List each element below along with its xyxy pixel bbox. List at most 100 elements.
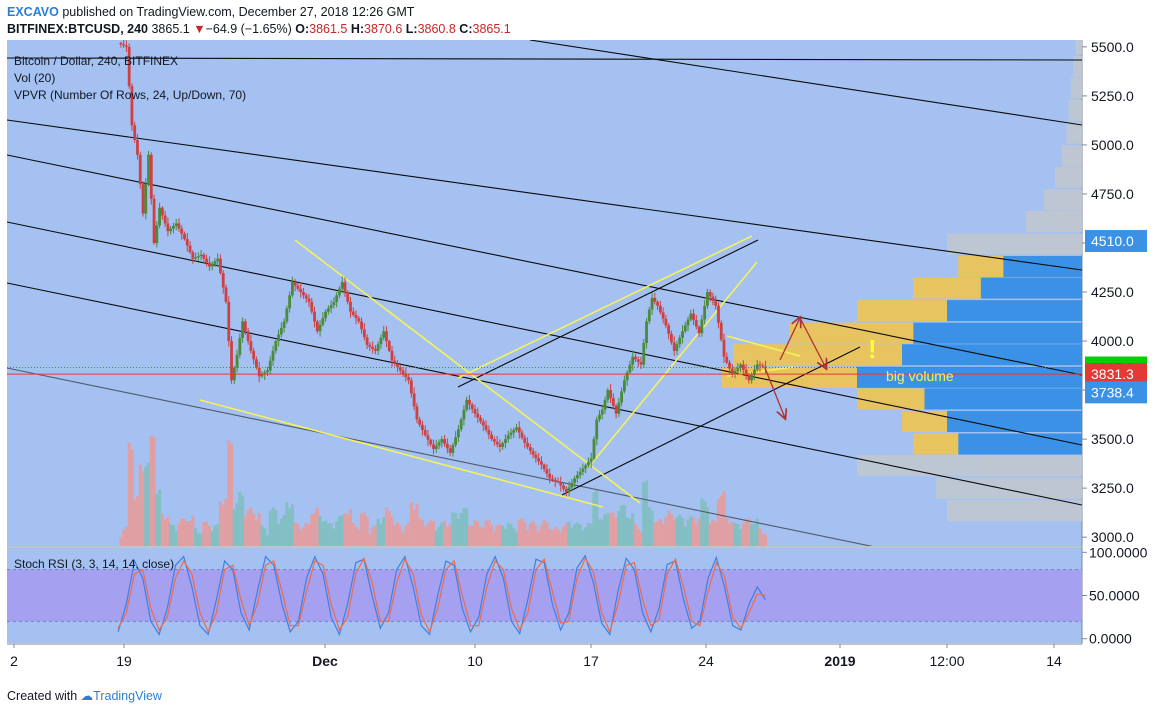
volume-bar [700,498,704,546]
volume-bar [622,505,626,546]
candle-body [349,301,352,312]
candle-body [631,356,635,365]
volume-bar [650,511,654,546]
volume-bar [249,507,253,546]
vpvr-down-row [1068,100,1073,122]
chart-svg[interactable]: ! big volume 3000.0 3250.0 3500.0 4000.0 425… [0,39,1171,680]
volume-bar [747,518,751,546]
close-label: C: [459,22,473,36]
volume-bar [351,522,355,546]
volume-bar [752,524,757,546]
volume-bar [553,527,557,546]
vpvr-up-row [947,410,1082,432]
stoch-rsi-lines [7,554,1082,637]
volume-bar [716,499,721,546]
volume-bar [539,525,543,546]
volume-bar [415,503,419,546]
volume-bar [254,520,259,546]
volume-bar [498,524,502,546]
main-series-legend[interactable]: Bitcoin / Dollar, 240, BITFINEX [14,54,178,68]
chart-area[interactable]: ! big volume 3000.0 3250.0 3500.0 4000.0 425… [0,39,1171,680]
candle-body [556,480,560,483]
volume-bar [462,508,466,546]
vpvr-legend[interactable]: VPVR (Number Of Rows, 24, Up/Down, 70) [14,88,246,102]
volume-bar [398,525,402,546]
channel-lines [7,40,1082,546]
author-name[interactable]: EXCAVO [7,5,59,19]
candle-body [409,380,413,394]
candle-body [764,366,767,368]
volume-legend[interactable]: Vol (20) [14,71,55,85]
volume-bar [119,537,123,546]
candle-body [515,427,518,430]
volume-bar [689,516,693,546]
volume-bar [127,442,131,546]
volume-bar [312,512,317,546]
price-tick-label: 3250.0 [1091,480,1134,496]
volume-bar [354,527,358,546]
arrow-down-icon [764,367,785,418]
volume-bar [199,533,203,546]
tradingview-brand[interactable]: TradingView [93,689,162,703]
candle-body [523,437,527,444]
volume-bar [678,515,682,546]
candle-body [706,292,709,306]
candle-body [454,437,458,445]
volume-bar [584,527,588,546]
tradingview-logo-icon[interactable]: ☁ [80,689,94,703]
volume-bar [260,525,264,546]
trend-line [726,335,801,357]
candle-body [614,405,618,414]
volume-bar [122,530,126,546]
trend-line [294,239,641,504]
volume-bar [744,518,748,546]
volume-bar [633,524,638,546]
stoch-legend[interactable]: Stoch RSI (3, 3, 14, 14, close) [14,557,174,571]
volume-bar [141,471,145,546]
volume-bar [337,515,342,546]
exclamation-mark: ! [868,334,877,364]
candle-body [445,443,449,449]
vpvr-down-row [902,410,947,432]
volume-bar [642,481,646,546]
candle-body [670,333,673,343]
candle-body [611,397,615,406]
candle-body [329,305,333,309]
candle-body [708,292,712,297]
price-badge [1085,230,1147,253]
volume-bar [332,528,336,546]
volume-bar [227,440,231,546]
vpvr-down-row [857,388,925,410]
volume-bar [631,513,635,546]
candle-body [213,261,217,264]
time-tick-label: 2019 [824,653,855,669]
price-tick-label: 5000.0 [1091,137,1134,153]
candle-body [620,391,624,403]
candle-body [266,370,269,373]
candle-body [271,350,275,361]
vpvr-down-row [1025,210,1060,232]
stoch-axis[interactable]: 0.0000 50.0000 100.0000 [1082,544,1148,647]
vpvr-up-row [857,366,1082,388]
vpvr-up-row [980,277,1082,299]
candle-body [191,252,195,259]
volume-bar [130,449,134,546]
candle-body [127,46,131,87]
stoch-tick-label: 100.0000 [1089,544,1148,560]
volume-bar [763,534,768,546]
price-axis[interactable]: 3000.0 3250.0 3500.0 4000.0 4250.0 4750.0 5000… [1082,39,1134,545]
vpvr-up-row [1068,145,1082,167]
channel-line [7,154,1082,376]
volume-bar [476,521,480,546]
time-axis[interactable]: 2 19 Dec 10 17 24 2019 12:00 14 [10,644,1062,669]
volume-bar [224,498,228,546]
volume-bar [196,532,200,546]
candle-body [185,239,189,246]
channel-line [7,282,1082,506]
publish-text: published on TradingView.com, December 2… [62,5,415,19]
volume-bar [487,519,491,546]
price-tick-label: 3000.0 [1091,529,1134,545]
candle-body [711,296,715,302]
vpvr-up-row [1014,477,1082,499]
candle-body [219,258,222,274]
